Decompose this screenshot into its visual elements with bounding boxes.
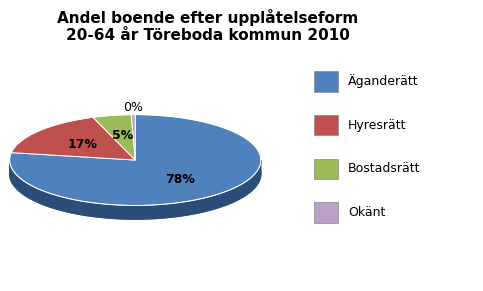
FancyBboxPatch shape [314,202,338,223]
Polygon shape [10,128,261,219]
Polygon shape [93,115,135,160]
Text: Bostadsrätt: Bostadsrätt [348,162,420,175]
FancyBboxPatch shape [314,115,338,135]
Text: Okänt: Okänt [348,206,385,219]
Text: 78%: 78% [165,173,195,186]
Polygon shape [131,115,135,160]
Text: Andel boende efter upplåtelseform
20-64 år Töreboda kommun 2010: Andel boende efter upplåtelseform 20-64 … [57,9,358,43]
Text: 17%: 17% [67,138,97,150]
Text: Äganderätt: Äganderätt [348,74,418,88]
Polygon shape [10,115,261,205]
Polygon shape [11,117,135,160]
FancyBboxPatch shape [314,159,338,179]
Text: Hyresrätt: Hyresrätt [348,119,406,132]
Polygon shape [10,160,261,219]
Text: 0%: 0% [123,101,143,114]
Text: 5%: 5% [112,129,133,142]
FancyBboxPatch shape [314,71,338,92]
